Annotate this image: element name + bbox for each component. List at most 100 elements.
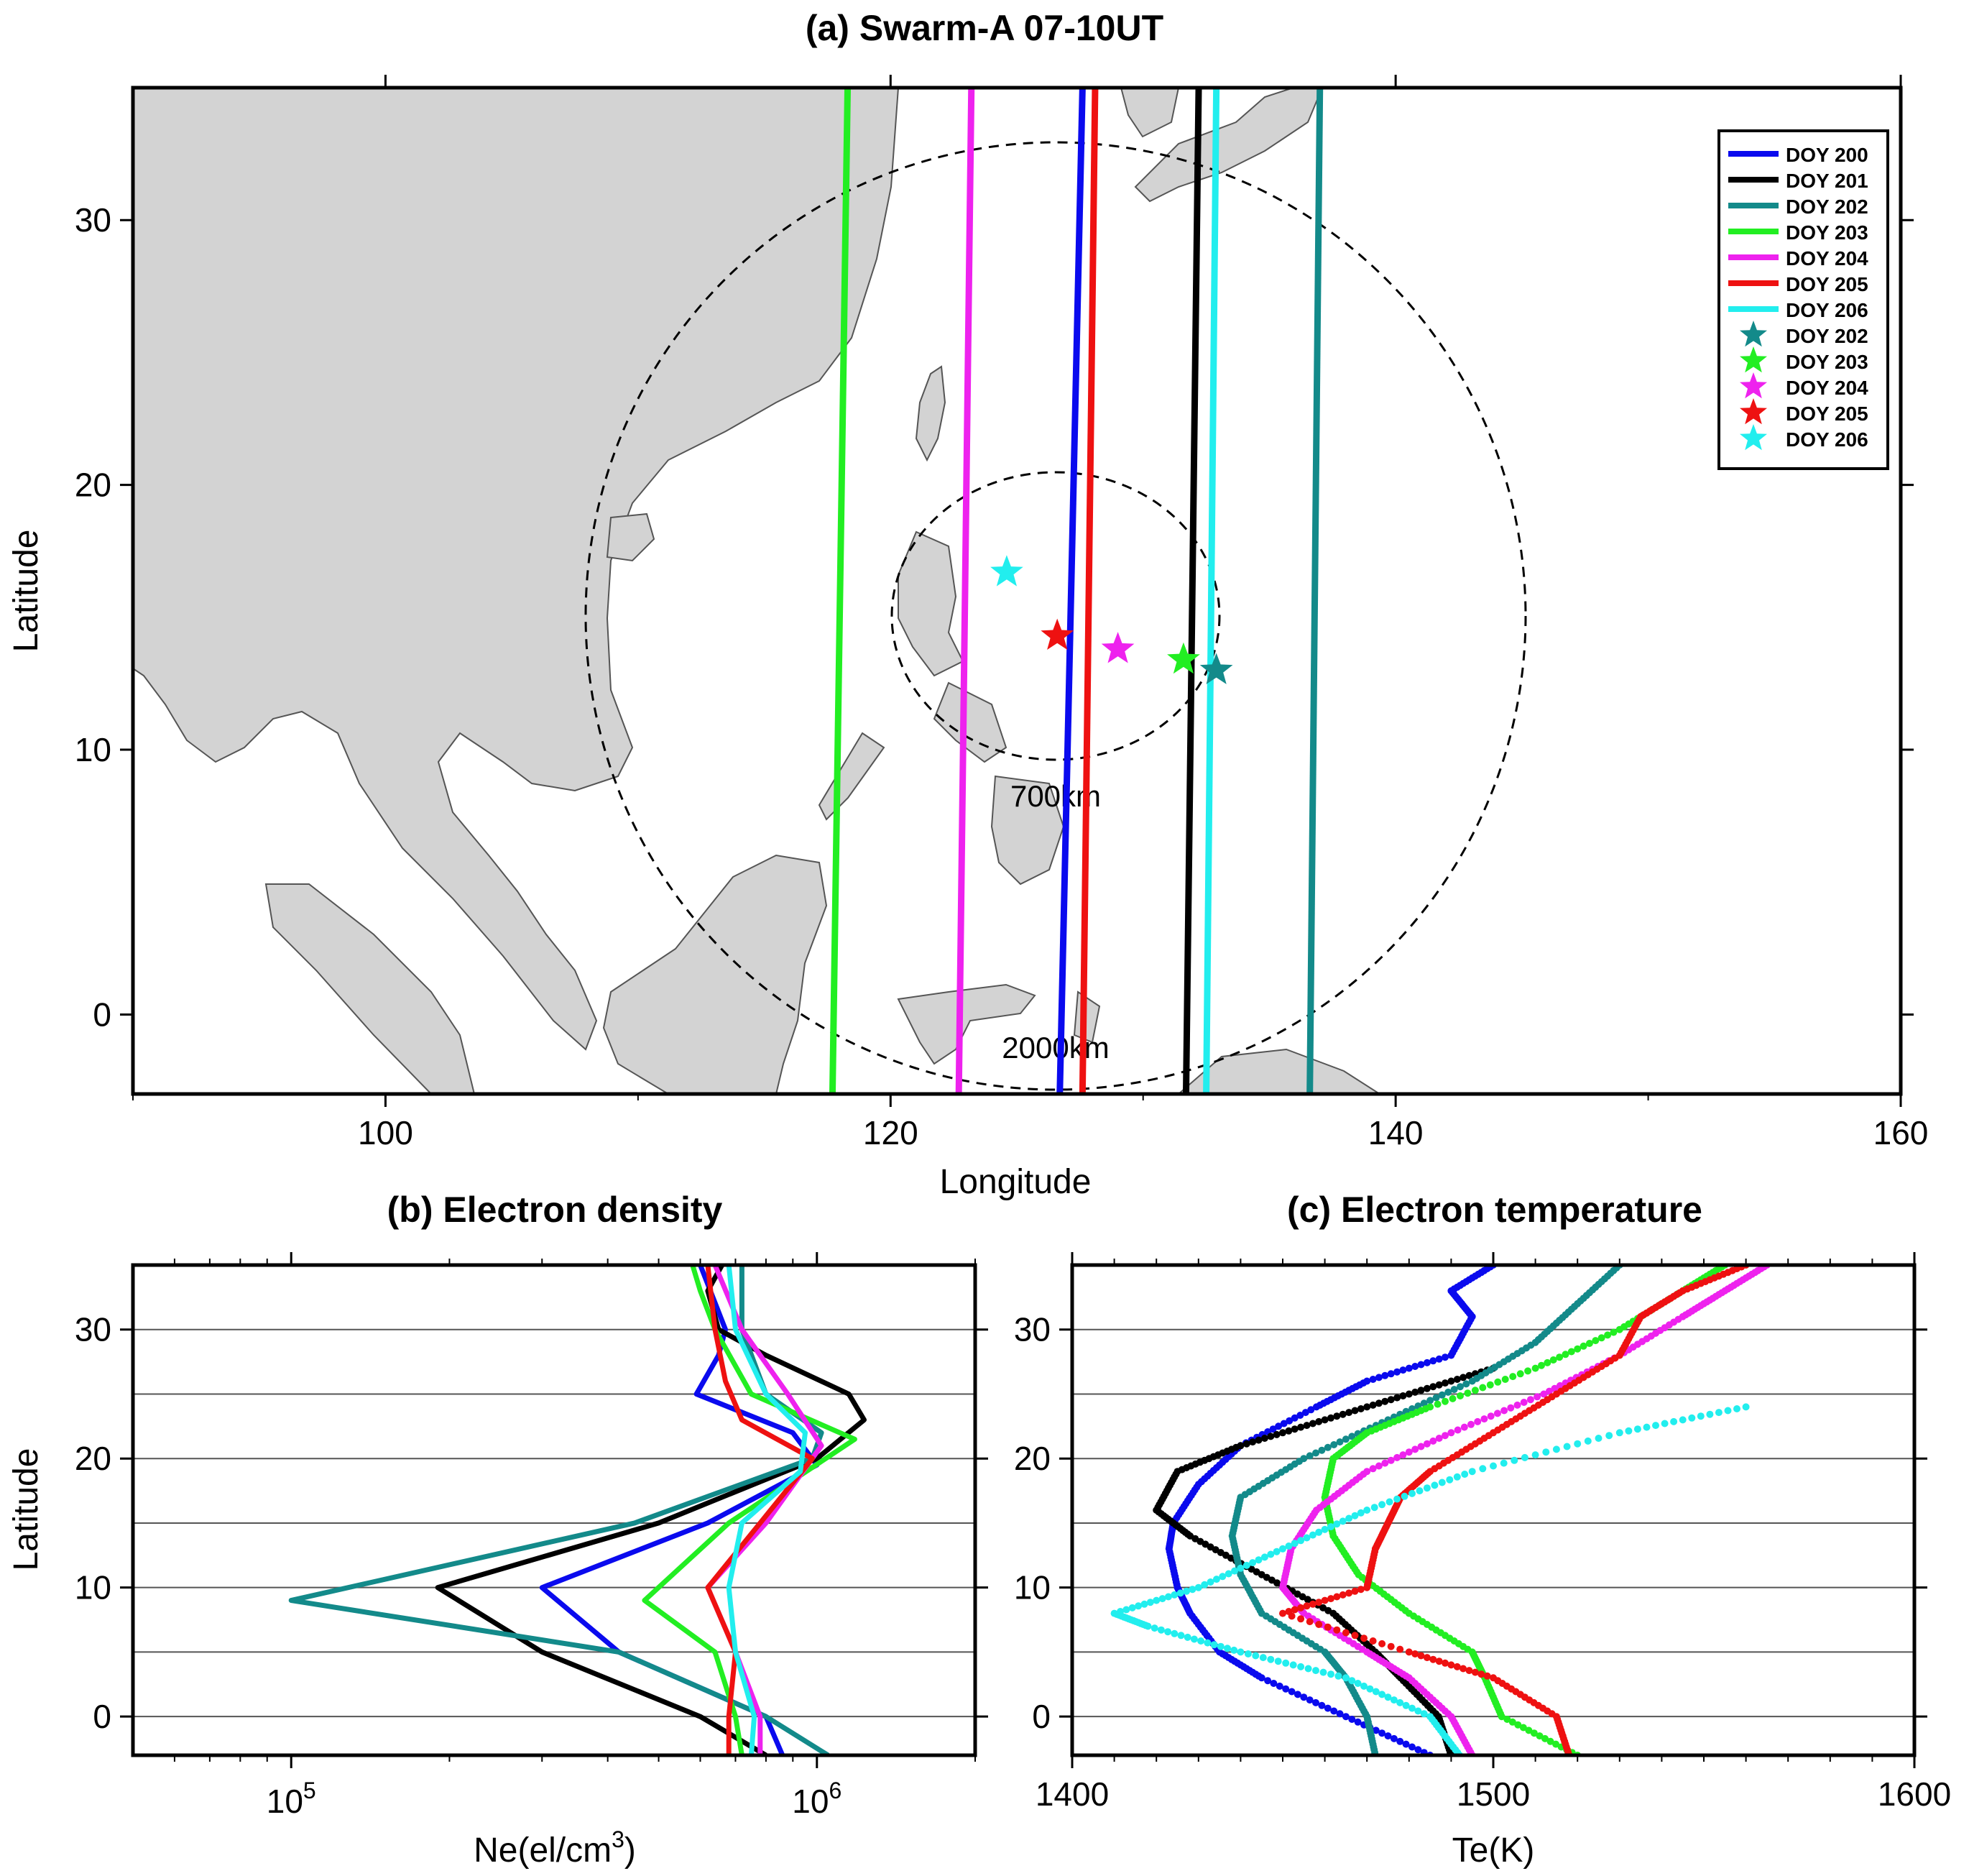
track-doy-202 bbox=[1306, 88, 1324, 1094]
te-point bbox=[1217, 1642, 1225, 1650]
te-point bbox=[1354, 1680, 1362, 1687]
te-point bbox=[1474, 1417, 1482, 1425]
te-point bbox=[1225, 1570, 1232, 1578]
te-point bbox=[1273, 1548, 1281, 1555]
te-point bbox=[1318, 1446, 1326, 1454]
te-point bbox=[1563, 1443, 1571, 1450]
land-borneo bbox=[602, 854, 828, 1094]
te-point bbox=[1244, 1650, 1252, 1657]
te-point bbox=[1372, 1688, 1380, 1696]
te-point bbox=[1501, 1376, 1509, 1383]
te-point bbox=[1324, 1623, 1332, 1631]
te-point bbox=[1633, 1425, 1641, 1433]
te-point bbox=[1411, 1388, 1419, 1396]
te-point bbox=[1460, 1665, 1467, 1673]
legend-line-label: DOY 204 bbox=[1786, 247, 1868, 270]
te-point bbox=[1399, 1392, 1407, 1399]
te-point bbox=[1435, 1657, 1443, 1665]
te-point bbox=[1402, 1740, 1410, 1748]
legend: DOY 200 DOY 201 DOY 202 DOY 203 DOY 204 DOY 2… bbox=[1717, 129, 1889, 470]
te-point bbox=[1438, 1391, 1446, 1399]
track-doy-204 bbox=[955, 88, 975, 1094]
te-points-doy-202 bbox=[1228, 1265, 1623, 1755]
te-point bbox=[1351, 1632, 1359, 1640]
te-point bbox=[1457, 1383, 1464, 1391]
a-ytick-label: 10 bbox=[75, 731, 111, 768]
circle-2000km bbox=[584, 141, 1527, 1091]
te-point bbox=[1249, 1438, 1257, 1446]
te-point bbox=[1197, 1637, 1205, 1645]
te-point bbox=[1487, 1412, 1495, 1420]
track-doy-203 bbox=[829, 88, 852, 1094]
star-doy-203 bbox=[1167, 642, 1200, 674]
te-point bbox=[1387, 1370, 1395, 1378]
te-point bbox=[1260, 1435, 1268, 1442]
te-point bbox=[1315, 1528, 1323, 1536]
te-point bbox=[1480, 1415, 1488, 1423]
te-point bbox=[1315, 1599, 1323, 1606]
te-point bbox=[1431, 1481, 1439, 1489]
te-point bbox=[1423, 1358, 1431, 1366]
te-point bbox=[1378, 1640, 1386, 1647]
te-point bbox=[1303, 1534, 1311, 1542]
te-point bbox=[1357, 1405, 1365, 1412]
te-point bbox=[1318, 1701, 1326, 1709]
te-point bbox=[1372, 1726, 1380, 1734]
te-point bbox=[1321, 1416, 1329, 1424]
te-point bbox=[1438, 1479, 1446, 1486]
te-point bbox=[1429, 1655, 1437, 1663]
te-point bbox=[1500, 1459, 1508, 1467]
panel-a-xlabel: Longitude bbox=[940, 1163, 1092, 1201]
land-sumatra bbox=[264, 883, 476, 1094]
a-xtick-label: 100 bbox=[358, 1114, 413, 1151]
te-point bbox=[1300, 1455, 1308, 1463]
te-point bbox=[1280, 1420, 1288, 1427]
te-point bbox=[1597, 1334, 1605, 1342]
land-hainan bbox=[606, 512, 655, 562]
te-point bbox=[1384, 1732, 1392, 1740]
te-point bbox=[1348, 1716, 1356, 1723]
te-point bbox=[1471, 1387, 1479, 1394]
te-point bbox=[1442, 1659, 1449, 1667]
panel-b-xlabel-main: Ne(el/cm bbox=[474, 1831, 612, 1870]
c-xtick-label: 1600 bbox=[1878, 1775, 1951, 1813]
te-point bbox=[1405, 1648, 1413, 1656]
te-point bbox=[1219, 1573, 1227, 1581]
te-point bbox=[1351, 1407, 1359, 1415]
te-point bbox=[1342, 1629, 1350, 1637]
te-point bbox=[1297, 1604, 1305, 1611]
te-point bbox=[1370, 1504, 1378, 1512]
te-point bbox=[1264, 1677, 1272, 1685]
te-point bbox=[1540, 1390, 1548, 1398]
te-point bbox=[1490, 1462, 1497, 1470]
legend-star-label: DOY 202 bbox=[1786, 325, 1868, 347]
te-points-doy-206 bbox=[1110, 1403, 1750, 1755]
te-point bbox=[1330, 1441, 1338, 1448]
te-point bbox=[1592, 1337, 1600, 1345]
te-point bbox=[1460, 1374, 1467, 1381]
te-point bbox=[1269, 1425, 1277, 1433]
te-point bbox=[1679, 1416, 1687, 1424]
te-point bbox=[1387, 1396, 1395, 1404]
te-point bbox=[1345, 1409, 1353, 1417]
te-point bbox=[1423, 1384, 1431, 1392]
te-point bbox=[1423, 1654, 1431, 1662]
legend-star-swatch bbox=[1740, 424, 1767, 451]
te-point bbox=[1542, 1448, 1550, 1456]
te-point bbox=[1417, 1361, 1425, 1369]
panel-b-xlabel-end: ) bbox=[624, 1831, 636, 1870]
te-point bbox=[1525, 1726, 1533, 1734]
te-point bbox=[1300, 1693, 1308, 1701]
te-point bbox=[1321, 1596, 1329, 1604]
te-point bbox=[1414, 1707, 1422, 1715]
te-point bbox=[1417, 1652, 1425, 1660]
te-point bbox=[1556, 1353, 1564, 1361]
te-point bbox=[1357, 1586, 1365, 1594]
te-point bbox=[1279, 1545, 1286, 1553]
te-point bbox=[1117, 1608, 1124, 1615]
te-point bbox=[1242, 1440, 1250, 1448]
te-point bbox=[1164, 1628, 1172, 1636]
te-point bbox=[1580, 1342, 1587, 1350]
te-point bbox=[1500, 1407, 1508, 1415]
